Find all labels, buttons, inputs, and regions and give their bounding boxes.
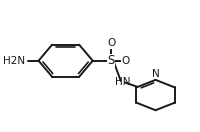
Text: S: S bbox=[107, 54, 114, 67]
Text: O: O bbox=[120, 56, 129, 66]
Text: N: N bbox=[151, 69, 159, 79]
Text: HN: HN bbox=[114, 77, 130, 87]
Text: H2N: H2N bbox=[3, 56, 25, 66]
Text: O: O bbox=[106, 38, 115, 48]
